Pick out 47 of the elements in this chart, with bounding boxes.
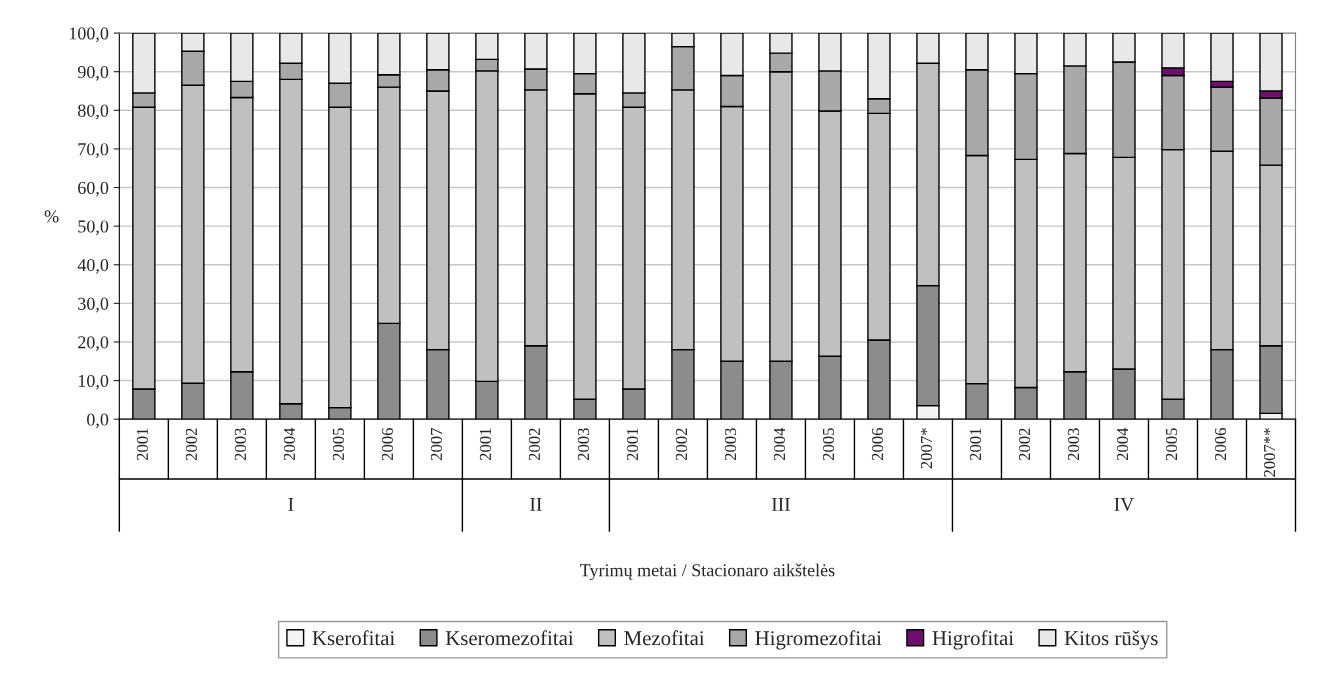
x-tick-label: 2003 xyxy=(1067,428,1080,461)
legend-label: Mezofitai xyxy=(624,630,705,646)
y-tick-label: 0,0 xyxy=(87,413,109,429)
legend-label: Higrofitai xyxy=(932,630,1014,650)
x-tick-label: 2001 xyxy=(479,428,492,461)
text: II xyxy=(530,497,542,511)
legend-label: Kitos rūšys xyxy=(1064,630,1158,650)
x-tick-label: 2001 xyxy=(136,428,149,461)
x-tick-label: 2001 xyxy=(626,428,639,461)
y-tick-label: 30,0 xyxy=(78,297,109,313)
x-tick-label: 2002 xyxy=(185,428,198,461)
legend-label: Kseromezofitai xyxy=(445,630,574,646)
y-tick-label: 10,0 xyxy=(78,374,109,390)
x-tick-label: 2007* xyxy=(920,428,933,469)
x-tick-label: 2007 xyxy=(430,427,443,461)
y-axis-title: % xyxy=(44,210,59,223)
y-tick-label: 60,0 xyxy=(78,181,109,197)
x-tick-label: 2003 xyxy=(577,428,590,461)
y-tick-label: 90,0 xyxy=(77,65,109,81)
x-tick-label: 2003 xyxy=(724,428,737,461)
x-tick-label: 2004 xyxy=(283,427,296,461)
y-tick-label: 80,0 xyxy=(78,104,109,120)
x-tick-label: 2004 xyxy=(1116,427,1129,461)
x-tick-label: 2006 xyxy=(1214,428,1227,461)
y-tick-label: 50,0 xyxy=(78,220,109,236)
y-tick-label: 100,0 xyxy=(69,27,109,43)
text: I xyxy=(288,497,294,511)
x-tick-label: 2005 xyxy=(822,428,835,461)
x-tick-label: 2002 xyxy=(675,428,688,461)
x-tick-label: 2005 xyxy=(332,428,345,461)
y-tick-label: 70,0 xyxy=(78,143,109,158)
x-tick-label: 2005 xyxy=(1165,428,1178,461)
x-tick-label: 2006 xyxy=(871,428,884,461)
x-tick-label: 2002 xyxy=(528,428,541,461)
x-tick-label: 2002 xyxy=(1018,428,1031,461)
text: IV xyxy=(1114,497,1135,512)
y-tick-label: 20,0 xyxy=(78,336,109,351)
legend-label: Higromezofitai xyxy=(755,630,882,650)
legend-label: Kserofitai xyxy=(312,630,395,646)
x-tick-label: 2007** xyxy=(1263,428,1276,477)
x-tick-label: 2003 xyxy=(234,428,247,461)
y-tick-label: 40,0 xyxy=(77,258,109,274)
x-tick-label: 2001 xyxy=(969,428,982,461)
x-tick-label: 2006 xyxy=(381,428,394,461)
text: III xyxy=(771,497,790,511)
x-tick-label: 2004 xyxy=(773,427,786,461)
x-axis-title: Tyrimų metai / Stacionaro aikštelės xyxy=(580,563,835,581)
